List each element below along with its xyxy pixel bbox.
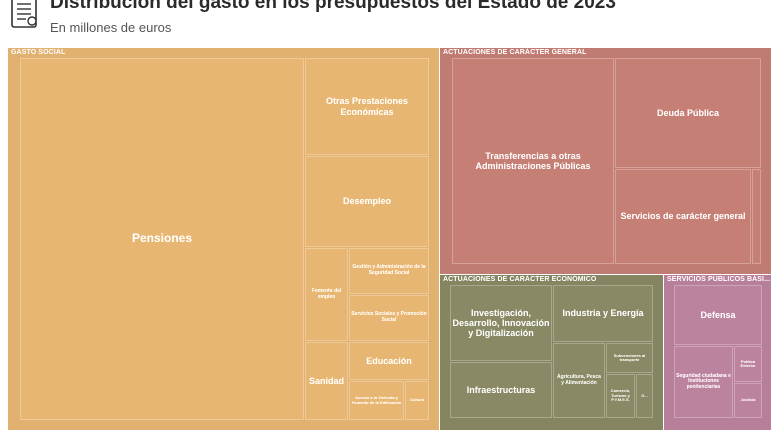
treemap-tile-label: Industria y Energía [562,308,644,319]
treemap-tile-otras-prestaciones-economicas[interactable]: Otras Prestaciones Económicas [305,58,429,155]
chart-title: Distribución del gasto en los presupuest… [50,0,616,13]
treemap-tile-label: Otras Prestaciones Económicas [325,96,409,117]
treemap-tile-label: Pensiones [131,231,193,246]
treemap-tile-label: Subvenciones al transporte [613,352,646,362]
treemap-group-label: SERVICIOS PÚBLICOS BÁSI... [667,276,771,283]
treemap-group-servicios-publicos-basi: SERVICIOS PÚBLICOS BÁSI... Defensa Segurid… [664,275,771,430]
treemap-tile-gestion-y-administracion-de-la-seguridad-social[interactable]: Gestión y Administración de la Seguridad… [349,248,429,294]
treemap-group-label: GASTO SOCIAL [11,49,66,56]
treemap-tile-desempleo[interactable]: Desempleo [305,156,429,247]
treemap-tile-label: Educación [366,355,412,366]
treemap-tile-acceso-a-la-vivienda-y-fomento-de-la-edificacion[interactable]: Acceso a la Vivienda y Fomento de la Edi… [349,381,404,420]
treemap-tile-label: Servicios Sociales y Promoción Social [351,311,427,323]
treemap-tile-justicia[interactable]: Justicia [734,383,762,418]
treemap-tile-cultura[interactable]: Cultura [405,381,429,420]
treemap-tile-comercio-turismo-y-p-y-m-e-s[interactable]: Comercio, Turismo y P.Y.M.E.S. [606,374,635,418]
treemap-tile-label: O... [641,392,648,398]
treemap-tile-politica-exterior[interactable]: Política Exterior [734,346,762,382]
treemap-tile-defensa[interactable]: Defensa [674,285,762,345]
treemap-tile-label: Infraestructuras [466,384,536,395]
treemap-group-gasto-social: GASTO SOCIAL Pensiones Otras Prestaciones … [8,48,439,430]
treemap-tile-label: Acceso a la Vivienda y Fomento de la Edi… [351,395,402,405]
treemap-tile-label: Gestión y Administración de la Seguridad… [352,264,426,276]
treemap-tile-o[interactable]: O... [636,374,653,418]
treemap-tile-label: Seguridad ciudadana e Instituciones peni… [676,372,731,390]
treemap-tile-label: Política Exterior [740,358,756,368]
treemap-tile-pensiones[interactable]: Pensiones [20,58,304,420]
treemap-tile-subvenciones-al-transporte[interactable]: Subvenciones al transporte [606,343,653,373]
treemap-tile-agricultura-pesca-y-alimentacion[interactable]: Agricultura, Pesca y Alimentación [553,343,605,418]
treemap-tile-seguridad-ciudadana-e-instituciones-penitenciarias[interactable]: Seguridad ciudadana e Instituciones peni… [674,346,733,418]
treemap-tile-unlabeled[interactable] [752,169,761,264]
treemap-tile-infraestructuras[interactable]: Infraestructuras [450,362,552,418]
treemap-tile-fomento-del-empleo[interactable]: Fomento del empleo [305,248,348,341]
chart-subtitle: En millones de euros [50,20,172,35]
treemap-tile-label: Sanidad [308,375,344,386]
treemap-tile-label [756,216,758,218]
treemap-tile-label: Justicia [740,397,756,403]
treemap-group-label: ACTUACIONES DE CARÁCTER ECONÓMICO [443,276,597,283]
treemap-tile-educacion[interactable]: Educación [349,342,429,380]
treemap-tile-deuda-publica[interactable]: Deuda Pública [615,58,761,168]
treemap-tile-label: Fomento del empleo [311,287,342,300]
treemap-tile-label: Comercio, Turismo y P.Y.M.E.S. [610,388,631,403]
chart-header: Distribución del gasto en los presupuest… [0,0,780,44]
treemap-tile-label: Desempleo [342,196,392,207]
treemap-tile-label: Cultura [410,397,424,403]
treemap-group-label: ACTUACIONES DE CARÁCTER GENERAL [443,49,587,56]
treemap-tile-label: Deuda Pública [656,107,719,118]
treemap-tile-investigacion-desarrollo-innovacion-y-digitalizacion[interactable]: Investigación, Desarrollo, Innovación y … [450,285,552,361]
treemap-group-actuaciones-de-caracter-general: ACTUACIONES DE CARÁCTER GENERAL Transfere… [440,48,771,274]
treemap-tile-servicios-de-caracter-general[interactable]: Servicios de carácter general [615,169,751,264]
treemap-tile-label: Agricultura, Pesca y Alimentación [557,373,601,386]
treemap-tile-sanidad[interactable]: Sanidad [305,342,348,420]
treemap-tile-servicios-sociales-y-promocion-social[interactable]: Servicios Sociales y Promoción Social [349,295,429,341]
document-icon [11,0,37,28]
treemap-tile-label: Defensa [700,309,736,320]
treemap-tile-transferencias-a-otras-administraciones-publicas[interactable]: Transferencias a otras Administraciones … [452,58,614,264]
treemap-tile-label: Transferencias a otras Administraciones … [475,150,591,171]
treemap-tile-industria-y-energia[interactable]: Industria y Energía [553,285,653,342]
treemap-tile-label: Servicios de carácter general [620,211,746,222]
treemap-tile-label: Investigación, Desarrollo, Innovación y … [452,307,550,339]
treemap-group-actuaciones-de-caracter-economico: ACTUACIONES DE CARÁCTER ECONÓMICO Investi… [440,275,663,430]
